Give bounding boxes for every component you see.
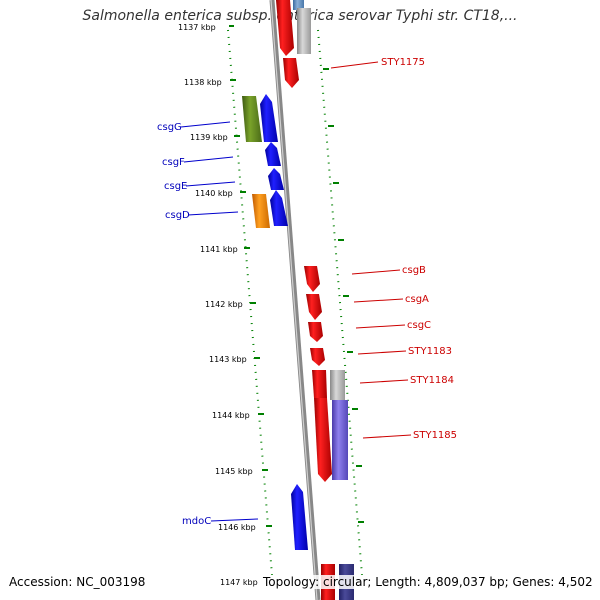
kbp-label: 1147 kbp	[220, 578, 258, 587]
kbp-label: 1145 kbp	[215, 467, 253, 476]
feature-csgB[interactable]	[304, 266, 320, 292]
gene-label-mdoC[interactable]: mdoC	[182, 516, 211, 527]
feature-csgG-olive[interactable]	[242, 96, 262, 142]
kbp-label: 1139 kbp	[190, 133, 228, 142]
kbp-label: 1144 kbp	[212, 411, 250, 420]
feature-STY1184[interactable]	[312, 370, 327, 398]
feature-STY1185-purple[interactable]	[332, 400, 348, 480]
kbp-label: 1141 kbp	[200, 245, 238, 254]
feature-csgA[interactable]	[306, 294, 322, 320]
gene-label-csgD[interactable]: csgD	[165, 210, 190, 221]
right-track-guide	[317, 29, 363, 576]
feature-red[interactable]	[283, 58, 299, 88]
gene-label-csgE[interactable]: csgE	[164, 181, 187, 192]
topology-label: Topology: circular; Length: 4,809,037 bp…	[263, 575, 593, 589]
kbp-label: 1143 kbp	[209, 355, 247, 364]
left-leader-lines	[180, 121, 259, 522]
feature-grey[interactable]	[297, 8, 311, 54]
genome-backbone	[269, 0, 321, 600]
feature-csgD-orange[interactable]	[252, 194, 270, 228]
gene-label-STY1185[interactable]: STY1185	[413, 430, 457, 441]
kbp-label: 1140 kbp	[195, 189, 233, 198]
gene-label-STY1183[interactable]: STY1183	[408, 346, 452, 357]
gene-label-csgG[interactable]: csgG	[157, 122, 182, 133]
gene-label-csgF[interactable]: csgF	[162, 157, 185, 168]
feature-red[interactable]	[276, 0, 294, 56]
feature-STY1183[interactable]	[310, 348, 325, 366]
kbp-label: 1137 kbp	[178, 23, 216, 32]
feature-csgE[interactable]	[268, 168, 284, 190]
feature-csgC[interactable]	[308, 322, 323, 342]
gene-label-STY1184[interactable]: STY1184	[410, 375, 454, 386]
kbp-label: 1146 kbp	[218, 523, 256, 532]
feature-steel[interactable]	[293, 0, 304, 10]
feature-csgG[interactable]	[260, 94, 278, 142]
accession-label: Accession: NC_003198	[9, 575, 146, 589]
gene-label-csgC[interactable]: csgC	[407, 320, 431, 331]
gene-label-csgA[interactable]: csgA	[405, 294, 429, 305]
feature-csgD[interactable]	[270, 190, 288, 226]
gene-label-STY1175[interactable]: STY1175	[381, 57, 425, 68]
feature-csgF[interactable]	[265, 142, 281, 166]
gene-label-csgB[interactable]: csgB	[402, 265, 426, 276]
feature-mdoC[interactable]	[291, 484, 308, 550]
right-leader-lines	[330, 61, 412, 439]
feature-STY1184-grey[interactable]	[330, 370, 345, 400]
feature-STY1185[interactable]	[314, 398, 332, 482]
kbp-label: 1142 kbp	[205, 300, 243, 309]
kbp-label: 1138 kbp	[184, 78, 222, 87]
kbp-ticks	[229, 25, 364, 527]
